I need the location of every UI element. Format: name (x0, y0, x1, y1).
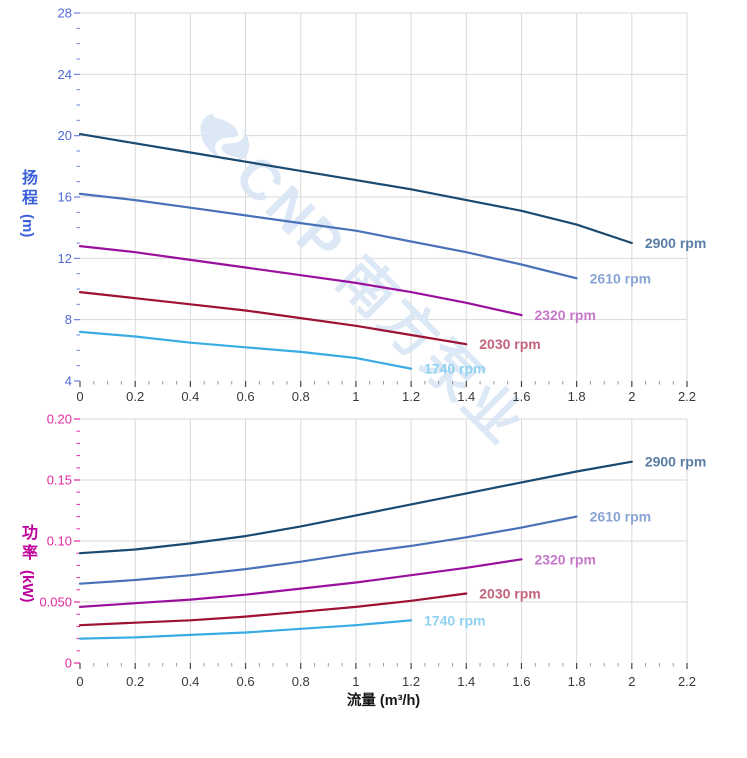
x-tick-label: 2.2 (678, 674, 696, 689)
curve-2320-rpm (78, 245, 523, 317)
x-tick-label: 1.6 (512, 674, 530, 689)
curve-label-2030-rpm: 2030 rpm (479, 585, 540, 601)
x-tick-label: 2 (628, 389, 635, 404)
grid-layer (80, 12, 688, 663)
y-tick-label: 12 (58, 251, 72, 266)
y-tick-label: 4 (65, 374, 72, 389)
y-tick-label: 8 (65, 312, 72, 327)
curve-2900-rpm (78, 133, 633, 245)
x-tick-label: 0.4 (181, 674, 199, 689)
axes-layer: 0 0.2 0.4 0.6 0.8 1 1.2 1.4 1.6 1.8 2 2.24812162024… (39, 6, 696, 690)
x-tick-label: 2.2 (678, 389, 696, 404)
y-tick-label: 0 (65, 656, 72, 671)
y-axis-unit: (m) (19, 214, 36, 237)
axis-titles-layer: 扬程 (m) 功率 (kW) 流量 (m³/h) (19, 168, 420, 709)
x-tick-label: 1 (352, 674, 359, 689)
y-tick-label: 20 (58, 128, 72, 143)
x-tick-label: 0 (76, 389, 83, 404)
y-tick-label: 0.20 (47, 412, 72, 427)
y-tick-label: 16 (58, 190, 72, 205)
y-axis-unit: (kW) (19, 570, 36, 603)
curve-label-2900-rpm: 2900 rpm (645, 454, 706, 470)
curve-2030-rpm (78, 291, 468, 346)
x-tick-label: 1.6 (512, 389, 530, 404)
curve-2610-rpm (78, 192, 578, 280)
curve-label-1740-rpm: 1740 rpm (424, 361, 485, 377)
x-tick-label: 1 (352, 389, 359, 404)
curve-2320-rpm (78, 558, 523, 609)
curve-2030-rpm (78, 592, 468, 627)
x-tick-label: 0.2 (126, 389, 144, 404)
y-tick-label: 0.050 (39, 595, 72, 610)
y-tick-label: 0.10 (47, 534, 72, 549)
curves-layer: 2900 rpm 2610 rpm 2320 rpm 2030 rpm 1740 rpm… (78, 133, 706, 640)
curve-label-2320-rpm: 2320 rpm (534, 551, 595, 567)
x-tick-label: 0.2 (126, 674, 144, 689)
x-tick-label: 1.4 (457, 389, 475, 404)
curve-2900-rpm (78, 460, 633, 555)
y-tick-label: 24 (58, 67, 72, 82)
x-tick-label: 1.8 (568, 389, 586, 404)
watermark-logo-swirl (213, 111, 244, 164)
x-tick-label: 0.8 (292, 674, 310, 689)
x-tick-label: 1.8 (568, 674, 586, 689)
y-axis-title: 率 (22, 543, 38, 562)
x-axis-title: 流量 (m³/h) (347, 691, 420, 709)
curve-1740-rpm (78, 330, 413, 370)
x-tick-label: 1.2 (402, 389, 420, 404)
y-axis-title: 程 (22, 189, 38, 207)
y-tick-label: 28 (58, 6, 72, 21)
y-tick-label: 0.15 (47, 473, 72, 488)
x-tick-label: 0.8 (292, 389, 310, 404)
curve-2610-rpm (78, 515, 578, 585)
x-tick-label: 0.6 (237, 674, 255, 689)
curve-label-2900-rpm: 2900 rpm (645, 235, 706, 251)
x-tick-label: 0.4 (181, 389, 199, 404)
y-axis-title: 扬 (22, 168, 38, 187)
curve-label-2610-rpm: 2610 rpm (590, 509, 651, 525)
curve-label-2320-rpm: 2320 rpm (534, 307, 595, 323)
curve-1740-rpm (78, 619, 413, 640)
x-tick-label: 1.4 (457, 674, 475, 689)
curve-label-1740-rpm: 1740 rpm (424, 612, 485, 628)
x-tick-label: 0.6 (237, 389, 255, 404)
x-tick-label: 1.2 (402, 674, 420, 689)
curve-label-2610-rpm: 2610 rpm (590, 270, 651, 286)
watermark-text: CNP 南方泵业 (223, 143, 537, 457)
y-axis-title: 功 (22, 524, 38, 542)
curve-label-2030-rpm: 2030 rpm (479, 336, 540, 352)
x-tick-label: 0 (76, 674, 83, 689)
x-tick-label: 2 (628, 674, 635, 689)
